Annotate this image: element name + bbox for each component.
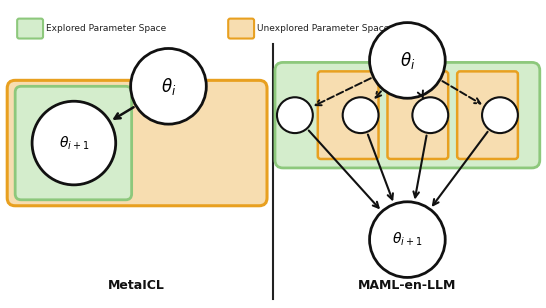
FancyBboxPatch shape <box>17 18 43 38</box>
FancyBboxPatch shape <box>275 63 540 168</box>
Circle shape <box>277 97 313 133</box>
FancyBboxPatch shape <box>7 80 267 206</box>
Text: MetaICL: MetaICL <box>108 279 165 292</box>
FancyBboxPatch shape <box>318 71 378 159</box>
FancyBboxPatch shape <box>228 18 254 38</box>
Circle shape <box>370 22 445 98</box>
Circle shape <box>130 48 206 124</box>
Text: $\theta_i$: $\theta_i$ <box>400 50 415 71</box>
FancyBboxPatch shape <box>388 71 448 159</box>
FancyBboxPatch shape <box>457 71 518 159</box>
Circle shape <box>482 97 518 133</box>
Text: $\theta_{i+1}$: $\theta_{i+1}$ <box>392 231 423 248</box>
Circle shape <box>370 202 445 278</box>
Text: MAML-en-LLM: MAML-en-LLM <box>358 279 456 292</box>
Text: Explored Parameter Space: Explored Parameter Space <box>46 24 167 33</box>
FancyBboxPatch shape <box>15 86 132 200</box>
Text: $\theta_i$: $\theta_i$ <box>161 76 176 97</box>
Circle shape <box>343 97 378 133</box>
Text: $\theta_{i+1}$: $\theta_{i+1}$ <box>59 134 89 152</box>
Text: Unexplored Parameter Space: Unexplored Parameter Space <box>257 24 389 33</box>
Circle shape <box>412 97 448 133</box>
Circle shape <box>32 101 116 185</box>
